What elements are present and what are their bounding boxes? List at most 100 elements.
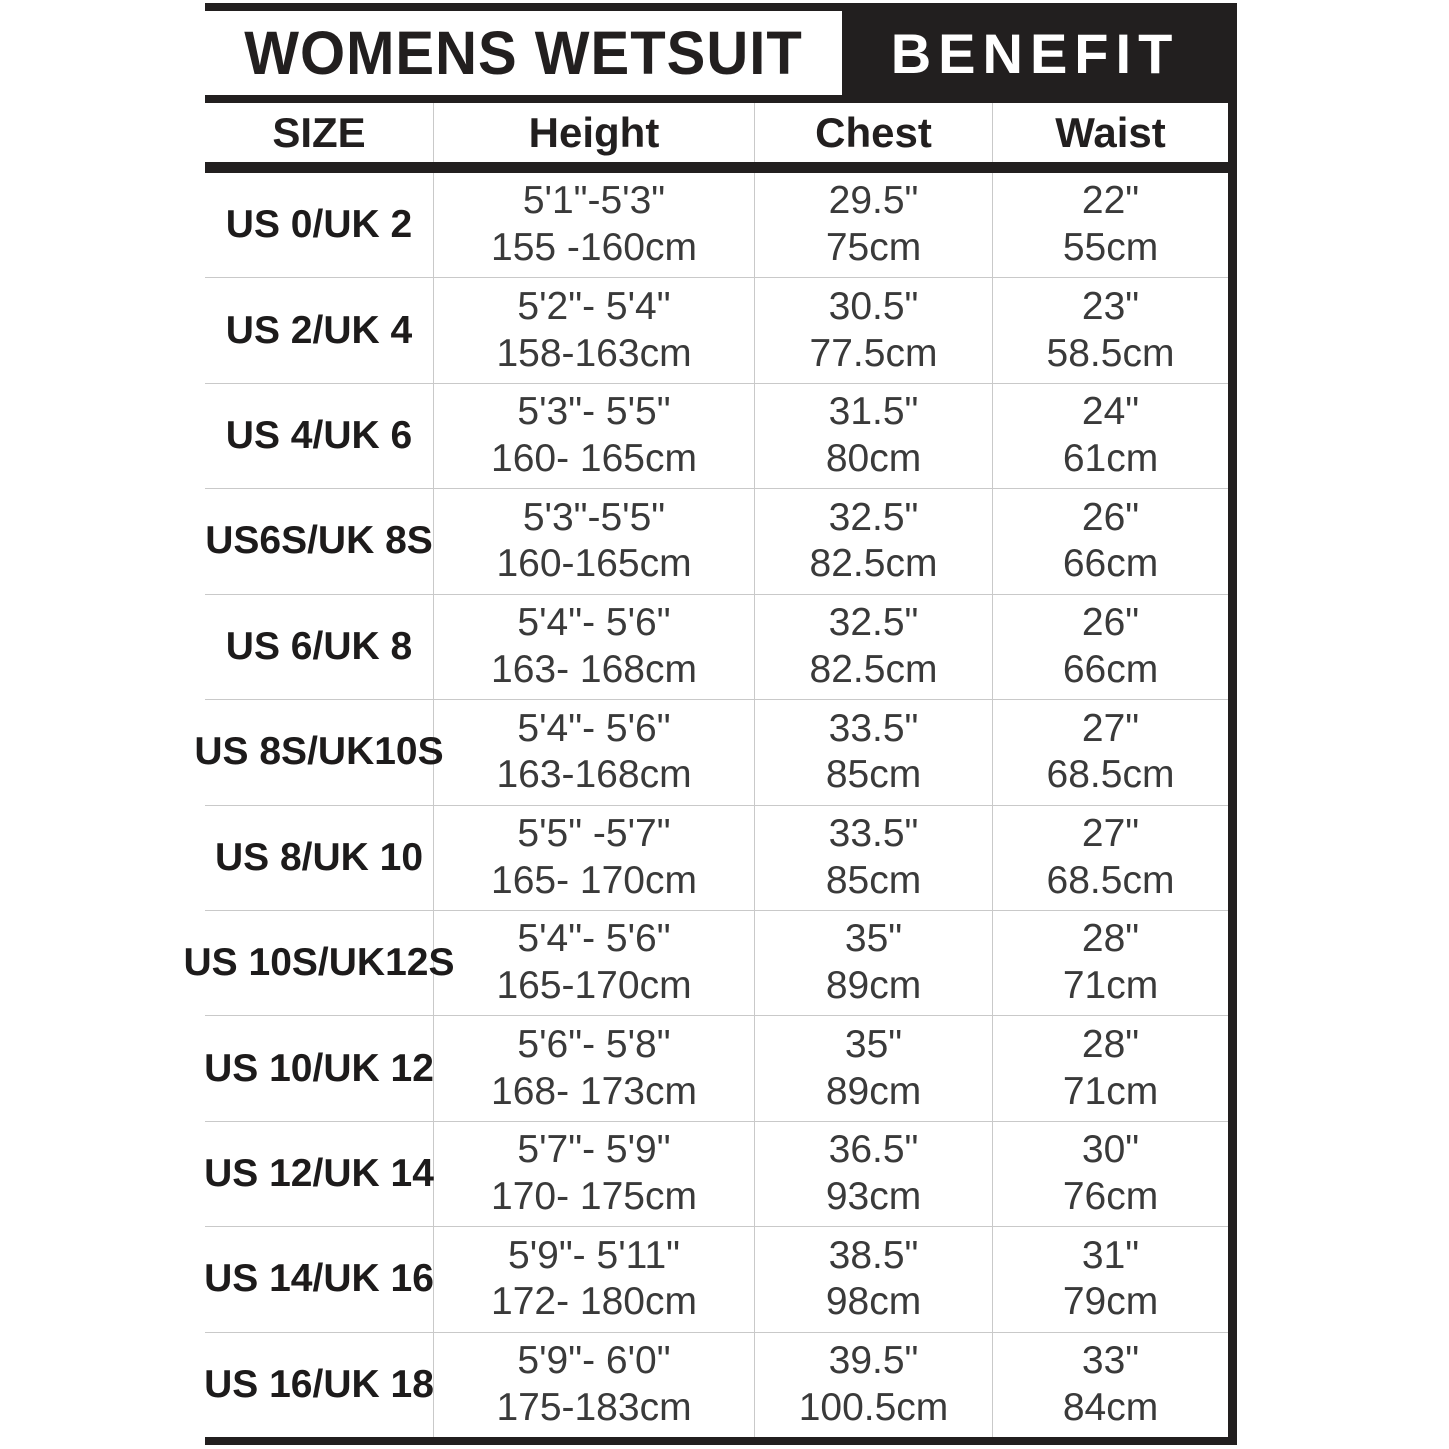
column-header-height: Height bbox=[434, 103, 755, 162]
waist-cell: 23" 58.5cm bbox=[993, 278, 1228, 382]
title-divider-bar bbox=[205, 93, 1228, 103]
waist-cell: 30" 76cm bbox=[993, 1122, 1228, 1226]
waist-cell: 26" 66cm bbox=[993, 595, 1228, 699]
waist-metric: 84cm bbox=[1062, 1385, 1159, 1429]
height-cell: 5'7"- 5'9" 170- 175cm bbox=[434, 1121, 755, 1227]
chest-cell: 38.5" 98cm bbox=[755, 1227, 993, 1332]
chest-metric: 77.5cm bbox=[809, 331, 938, 375]
header-row: SIZE Height Chest Waist bbox=[205, 103, 1228, 162]
waist-metric: 66cm bbox=[1062, 647, 1159, 691]
size-label: US 12/UK 14 bbox=[204, 1152, 434, 1195]
waist-metric: 79cm bbox=[1062, 1280, 1159, 1324]
size-label: US 16/UK 18 bbox=[204, 1362, 434, 1406]
chest-cell: 36.5" 93cm bbox=[755, 1121, 993, 1227]
size-label: US 6/UK 8 bbox=[225, 624, 413, 668]
chest-imperial: 29.5" bbox=[828, 179, 919, 223]
waist-metric: 71cm bbox=[1062, 1069, 1159, 1113]
column-header-waist: Waist bbox=[1055, 108, 1166, 156]
size-cell: US 4/UK 6 bbox=[205, 383, 434, 489]
height-imperial: 5'9"- 6'0" bbox=[517, 1339, 671, 1383]
waist-imperial: 31" bbox=[1081, 1233, 1140, 1277]
waist-cell: 22" 55cm bbox=[993, 173, 1228, 277]
height-imperial: 5'3"-5'5" bbox=[522, 495, 666, 539]
waist-imperial: 28" bbox=[1081, 917, 1140, 961]
size-cell: US 12/UK 14 bbox=[204, 1121, 434, 1227]
table-row: US 12/UK 14 5'7"- 5'9" 170- 175cm 36.5" … bbox=[204, 1120, 1228, 1227]
height-metric: 170- 175cm bbox=[491, 1175, 697, 1218]
height-imperial: 5'3"- 5'5" bbox=[517, 390, 671, 434]
waist-metric: 71cm bbox=[1062, 964, 1159, 1008]
height-imperial: 5'5" -5'7" bbox=[517, 811, 671, 855]
height-metric: 160-165cm bbox=[496, 542, 692, 586]
header-divider-bar bbox=[205, 162, 1228, 173]
height-metric: 172- 180cm bbox=[491, 1280, 697, 1324]
chest-cell: 29.5" 75cm bbox=[755, 173, 993, 278]
waist-imperial: 22" bbox=[1081, 179, 1140, 223]
size-cell: US 8S/UK10S bbox=[194, 700, 444, 805]
chest-metric: 85cm bbox=[825, 753, 922, 797]
height-cell: 5'3"-5'5" 160-165cm bbox=[434, 489, 755, 594]
waist-imperial: 27" bbox=[1081, 706, 1140, 750]
waist-metric: 68.5cm bbox=[1046, 858, 1175, 902]
chest-imperial: 33.5" bbox=[828, 706, 919, 750]
chest-cell: 35" 89cm bbox=[755, 910, 993, 1016]
chest-imperial: 35" bbox=[844, 917, 903, 961]
chest-imperial: 30.5" bbox=[828, 284, 919, 328]
waist-metric: 58.5cm bbox=[1046, 331, 1175, 375]
chest-metric: 93cm bbox=[825, 1175, 922, 1218]
table-row: US 8S/UK10S 5'4"- 5'6" 163-168cm 33.5" 8… bbox=[194, 699, 1228, 805]
waist-metric: 68.5cm bbox=[1046, 753, 1175, 797]
table-row: US 14/UK 16 5'9"- 5'11" 172- 180cm 38.5"… bbox=[204, 1226, 1228, 1332]
height-cell: 5'9"- 6'0" 175-183cm bbox=[434, 1332, 755, 1438]
waist-imperial: 30" bbox=[1081, 1128, 1140, 1172]
chart-title: WOMENS WETSUIT bbox=[205, 11, 842, 95]
waist-imperial: 27" bbox=[1081, 811, 1140, 855]
height-cell: 5'4"- 5'6" 163-168cm bbox=[434, 700, 755, 805]
table-row: US 0/UK 2 5'1"-5'3" 155 -160cm 29.5" 75c… bbox=[205, 173, 1228, 278]
size-cell: US6S/UK 8S bbox=[205, 489, 434, 594]
height-imperial: 5'4"- 5'6" bbox=[517, 601, 671, 645]
size-label: US 0/UK 2 bbox=[225, 203, 413, 247]
chest-cell: 31.5" 80cm bbox=[755, 383, 993, 489]
brand-name: BENEFIT bbox=[842, 13, 1228, 93]
height-imperial: 5'7"- 5'9" bbox=[517, 1128, 671, 1172]
waist-metric: 55cm bbox=[1062, 226, 1159, 270]
waist-imperial: 23" bbox=[1081, 284, 1140, 328]
column-header-chest: Chest bbox=[755, 103, 993, 162]
waist-metric: 66cm bbox=[1062, 542, 1159, 586]
height-metric: 165- 170cm bbox=[491, 858, 697, 902]
table-row: US 6/UK 8 5'4"- 5'6" 163- 168cm 32.5" 82… bbox=[205, 593, 1228, 700]
height-metric: 158-163cm bbox=[496, 331, 692, 375]
size-cell: US 10S/UK12S bbox=[184, 910, 454, 1016]
height-cell: 5'1"-5'3" 155 -160cm bbox=[434, 173, 755, 278]
size-cell: US 2/UK 4 bbox=[205, 278, 434, 383]
top-border-bar bbox=[205, 3, 1228, 13]
size-label: US 8/UK 10 bbox=[214, 835, 424, 879]
size-cell: US 8/UK 10 bbox=[205, 805, 434, 910]
waist-cell: 28" 71cm bbox=[993, 911, 1228, 1015]
height-cell: 5'4"- 5'6" 163- 168cm bbox=[434, 594, 755, 700]
size-label: US 4/UK 6 bbox=[225, 414, 413, 458]
title-row: WOMENS WETSUIT BENEFIT bbox=[205, 11, 1228, 95]
chest-cell: 33.5" 85cm bbox=[755, 700, 993, 805]
column-header-size: SIZE bbox=[205, 103, 434, 162]
chest-imperial: 36.5" bbox=[828, 1128, 919, 1172]
table-row: US 10S/UK12S 5'4"- 5'6" 165-170cm 35" 89… bbox=[184, 909, 1228, 1016]
waist-metric: 61cm bbox=[1062, 437, 1159, 481]
chest-imperial: 31.5" bbox=[828, 390, 919, 434]
waist-imperial: 26" bbox=[1081, 495, 1140, 539]
height-cell: 5'5" -5'7" 165- 170cm bbox=[434, 805, 755, 910]
chest-imperial: 35" bbox=[844, 1022, 903, 1066]
chest-metric: 82.5cm bbox=[809, 542, 938, 586]
height-imperial: 5'2"- 5'4" bbox=[517, 284, 671, 328]
waist-cell: 27" 68.5cm bbox=[993, 700, 1228, 804]
table-row: US 2/UK 4 5'2"- 5'4" 158-163cm 30.5" 77.… bbox=[205, 277, 1228, 383]
height-imperial: 5'6"- 5'8" bbox=[517, 1022, 671, 1066]
height-cell: 5'9"- 5'11" 172- 180cm bbox=[434, 1227, 755, 1332]
waist-imperial: 33" bbox=[1081, 1339, 1140, 1383]
height-metric: 168- 173cm bbox=[491, 1069, 697, 1113]
chest-imperial: 38.5" bbox=[828, 1233, 919, 1277]
height-metric: 155 -160cm bbox=[491, 226, 697, 270]
size-label: US6S/UK 8S bbox=[205, 519, 433, 563]
table-row: US 10/UK 12 5'6"- 5'8" 168- 173cm 35" 89… bbox=[204, 1015, 1228, 1121]
